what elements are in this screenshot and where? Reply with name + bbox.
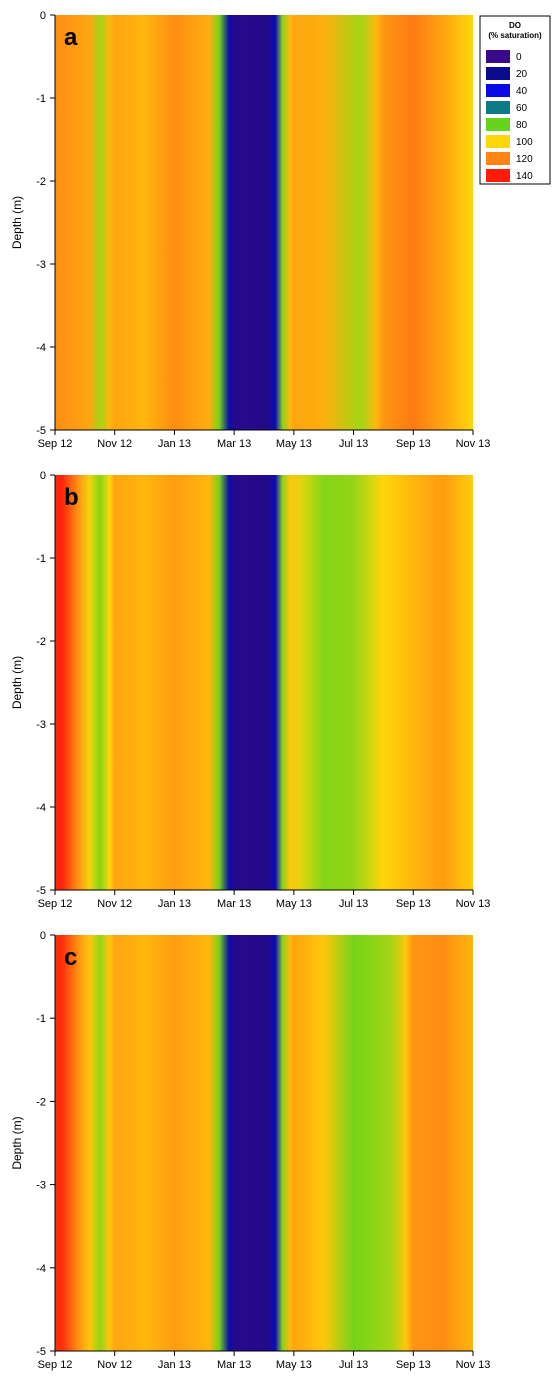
x-tick-label: Sep 12: [38, 1359, 73, 1371]
legend-label: 20: [516, 69, 528, 80]
x-tick-label: Nov 12: [97, 898, 132, 910]
x-tick-label: Sep 13: [396, 438, 431, 450]
x-tick-label: Jul 13: [339, 898, 368, 910]
legend-title-line2: (% saturation): [488, 31, 542, 40]
y-tick-label: -5: [36, 1346, 46, 1358]
legend-label: 40: [516, 86, 528, 97]
y-tick-label: -4: [36, 342, 46, 354]
legend-label: 100: [516, 137, 533, 148]
legend-swatch: [486, 118, 510, 131]
panel-label: c: [64, 944, 77, 971]
x-tick-label: Jul 13: [339, 438, 368, 450]
panel-label: b: [64, 484, 79, 511]
x-tick-label: Mar 13: [217, 1359, 251, 1371]
legend-swatch: [486, 169, 510, 182]
x-tick-label: Mar 13: [217, 438, 251, 450]
x-tick-label: Nov 12: [97, 438, 132, 450]
legend-label: 80: [516, 120, 528, 131]
heatmap-field-b: [55, 475, 473, 890]
y-tick-label: -2: [36, 176, 46, 188]
x-tick-label: May 13: [276, 1359, 312, 1371]
y-tick-label: -5: [36, 885, 46, 897]
legend-label: 140: [516, 171, 533, 182]
legend-swatch: [486, 135, 510, 148]
legend-label: 0: [516, 52, 522, 63]
color-legend: DO (% saturation) 0 20 40 60 80 100 120 140: [479, 15, 551, 185]
legend-entries: 0 20 40 60 80 100 120 140: [486, 50, 533, 182]
y-tick-label: -1: [36, 553, 46, 565]
legend-swatch: [486, 101, 510, 114]
x-tick-label: Jan 13: [158, 898, 191, 910]
y-tick-label: -5: [36, 425, 46, 437]
legend-swatch: [486, 152, 510, 165]
x-tick-label: Sep 12: [38, 438, 73, 450]
x-tick-label: Sep 13: [396, 1359, 431, 1371]
x-tick-label: May 13: [276, 438, 312, 450]
y-axis-title: Depth (m): [10, 196, 24, 249]
legend-swatch: [486, 84, 510, 97]
y-axis-title: Depth (m): [10, 656, 24, 709]
x-tick-label: Nov 13: [456, 438, 491, 450]
y-tick-label: 0: [40, 10, 46, 22]
legend-label: 60: [516, 103, 528, 114]
panel-label: a: [64, 24, 78, 51]
legend-label: 120: [516, 154, 533, 165]
y-tick-label: -4: [36, 802, 46, 814]
legend-title-line1: DO: [509, 21, 521, 30]
x-tick-label: Jan 13: [158, 438, 191, 450]
y-tick-label: -1: [36, 1013, 46, 1025]
y-tick-label: -2: [36, 636, 46, 648]
y-tick-label: -3: [36, 1180, 46, 1192]
x-tick-label: May 13: [276, 898, 312, 910]
x-tick-label: Nov 13: [456, 898, 491, 910]
y-tick-label: -3: [36, 259, 46, 271]
y-axis-title: Depth (m): [10, 1116, 24, 1169]
x-tick-label: Sep 12: [38, 898, 73, 910]
legend-swatch: [486, 67, 510, 80]
y-tick-label: 0: [40, 930, 46, 942]
x-tick-label: Jul 13: [339, 1359, 368, 1371]
heatmap-field-a: [55, 15, 473, 430]
x-tick-label: Jan 13: [158, 1359, 191, 1371]
x-tick-label: Nov 12: [97, 1359, 132, 1371]
y-tick-label: -3: [36, 719, 46, 731]
y-tick-label: 0: [40, 470, 46, 482]
heatmap-field-c: [55, 935, 473, 1351]
y-tick-label: -2: [36, 1096, 46, 1108]
x-tick-label: Sep 13: [396, 898, 431, 910]
y-tick-label: -1: [36, 93, 46, 105]
x-tick-label: Mar 13: [217, 898, 251, 910]
legend-swatch: [486, 50, 510, 63]
y-tick-label: -4: [36, 1263, 46, 1275]
x-tick-label: Nov 13: [456, 1359, 491, 1371]
